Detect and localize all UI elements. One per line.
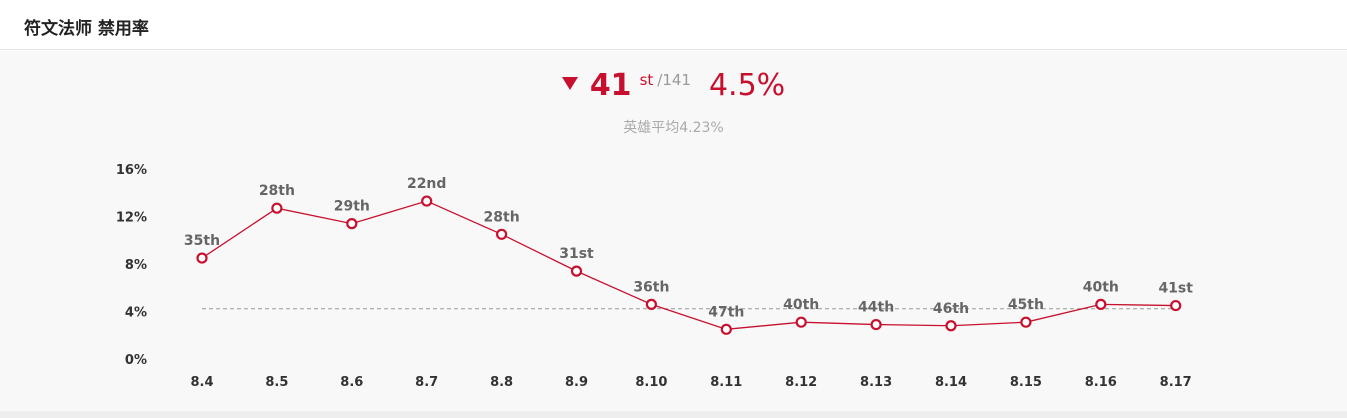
data-point bbox=[196, 252, 208, 264]
data-label: 35th bbox=[184, 233, 220, 249]
data-point bbox=[1170, 299, 1182, 312]
data-label: 22nd bbox=[407, 176, 446, 192]
data-point bbox=[945, 320, 957, 332]
data-label: 28th bbox=[259, 183, 295, 199]
rank-summary: 41 st/141 4.5% bbox=[0, 68, 1347, 108]
x-tick-label: 8.16 bbox=[1085, 375, 1117, 390]
data-point bbox=[870, 318, 882, 331]
x-tick-label: 8.4 bbox=[190, 375, 213, 390]
y-tick-label: 0% bbox=[125, 353, 147, 368]
panel-bottom-divider bbox=[0, 411, 1347, 418]
data-label: 40th bbox=[783, 297, 819, 313]
triangle-down-icon bbox=[561, 77, 578, 90]
rank-suffix: st bbox=[639, 71, 654, 89]
x-tick-label: 8.11 bbox=[710, 375, 742, 390]
data-label: 44th bbox=[858, 300, 894, 316]
x-tick-label: 8.7 bbox=[415, 375, 438, 390]
y-tick-label: 4% bbox=[125, 306, 147, 321]
data-label: 36th bbox=[633, 279, 669, 295]
panel-title: 符文法师 禁用率 bbox=[24, 19, 149, 39]
data-point bbox=[1095, 298, 1107, 310]
data-point bbox=[1020, 316, 1032, 328]
data-label: 45th bbox=[1008, 297, 1044, 313]
y-tick-label: 16% bbox=[116, 163, 147, 178]
rank-total: /141 bbox=[657, 71, 691, 89]
x-tick-label: 8.10 bbox=[635, 375, 667, 390]
series-line bbox=[201, 200, 1176, 330]
x-tick-label: 8.6 bbox=[340, 375, 363, 390]
x-tick-label: 8.14 bbox=[935, 375, 967, 390]
rank-number: 41 bbox=[589, 68, 632, 103]
panel-header: 符文法师 禁用率 bbox=[0, 0, 1347, 50]
ban-rate-value: 4.5% bbox=[708, 68, 786, 103]
data-point bbox=[496, 228, 508, 240]
data-point bbox=[570, 265, 583, 277]
data-label: 31st bbox=[559, 246, 594, 262]
data-point bbox=[271, 202, 283, 214]
y-tick-label: 12% bbox=[116, 211, 147, 226]
x-tick-label: 8.5 bbox=[265, 375, 288, 390]
data-label: 41st bbox=[1158, 281, 1193, 297]
data-label: 47th bbox=[708, 304, 744, 320]
x-tick-label: 8.13 bbox=[860, 375, 892, 390]
data-point bbox=[645, 298, 658, 310]
chart-area-background bbox=[0, 51, 1347, 411]
x-tick-label: 8.12 bbox=[785, 375, 817, 390]
data-point bbox=[720, 323, 732, 335]
y-tick-label: 8% bbox=[125, 258, 147, 273]
data-label: 40th bbox=[1083, 279, 1119, 295]
data-point bbox=[346, 218, 358, 230]
x-tick-label: 8.17 bbox=[1160, 375, 1192, 390]
x-tick-label: 8.8 bbox=[490, 375, 513, 390]
x-tick-label: 8.9 bbox=[565, 375, 588, 390]
data-label: 29th bbox=[334, 199, 370, 215]
data-point bbox=[795, 316, 807, 328]
data-label: 28th bbox=[484, 209, 520, 225]
data-point bbox=[421, 195, 433, 207]
data-label: 46th bbox=[933, 301, 969, 317]
average-ban-rate: 英雄平均4.23% bbox=[623, 120, 724, 136]
x-tick-label: 8.15 bbox=[1010, 375, 1042, 390]
